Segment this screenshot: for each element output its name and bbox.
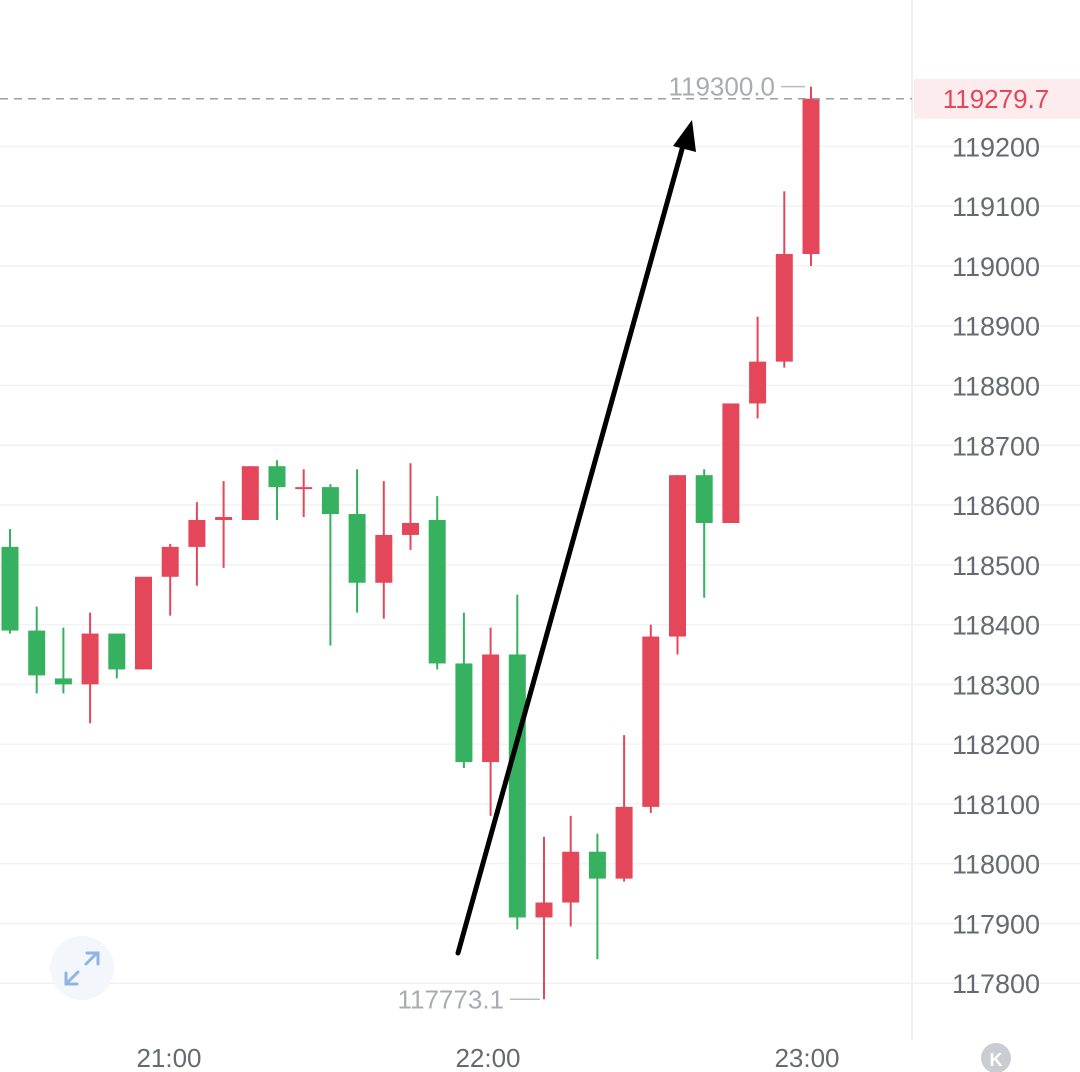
time-axis-ticks: 21:00 22:00 23:00	[136, 1043, 839, 1072]
candle	[642, 624, 660, 813]
candle-body	[1, 546, 19, 631]
expand-arrows-icon	[64, 951, 100, 986]
y-tick-label: 118100	[952, 790, 1040, 820]
low-price-label: 117773.1	[397, 984, 504, 1014]
y-tick-label: 118300	[952, 670, 1040, 700]
candle	[482, 627, 500, 816]
candle-body	[135, 576, 152, 670]
y-tick-label: 118700	[952, 431, 1040, 461]
candle	[375, 481, 393, 619]
candle	[775, 191, 793, 368]
candle	[268, 460, 286, 520]
logo-text: K	[990, 1050, 1003, 1070]
candle	[749, 316, 767, 419]
x-tick-label: 21:00	[136, 1043, 201, 1072]
candle	[135, 576, 152, 670]
candle	[669, 475, 686, 655]
candle-body	[54, 678, 72, 685]
y-tick-label: 118000	[952, 850, 1040, 880]
y-tick-label: 117900	[952, 909, 1040, 939]
trend-arrow-head	[673, 120, 696, 152]
price-axis-panel	[912, 0, 1080, 1072]
candle	[455, 612, 473, 769]
candle-body	[669, 475, 686, 637]
candle-body	[642, 636, 660, 807]
y-tick-label: 117800	[952, 969, 1040, 999]
current-price-label: 119279.7	[943, 84, 1050, 114]
candle-body	[295, 487, 313, 490]
candle-body	[775, 254, 793, 362]
candle	[188, 502, 206, 586]
candle-body	[508, 654, 526, 918]
candle	[295, 469, 313, 518]
candle-body	[588, 851, 606, 879]
candle-body	[241, 466, 259, 520]
candle	[802, 86, 820, 266]
x-tick-label: 22:00	[455, 1043, 520, 1072]
candles	[1, 86, 820, 1000]
trend-arrow-shaft	[455, 139, 687, 956]
y-tick-label: 118400	[952, 611, 1040, 641]
candle-body	[321, 487, 339, 515]
candle-body	[28, 630, 46, 676]
candle	[402, 463, 419, 550]
y-tick-label: 119000	[952, 252, 1040, 282]
candle-body	[802, 98, 820, 255]
candle	[428, 496, 446, 670]
trend-arrow	[455, 120, 696, 956]
candle	[562, 815, 580, 927]
y-tick-label: 118600	[952, 491, 1040, 521]
candle-body	[188, 520, 206, 547]
y-tick-label: 119200	[952, 132, 1040, 162]
candle	[241, 466, 259, 520]
candle	[348, 469, 366, 613]
y-tick-label: 118500	[952, 551, 1040, 581]
candle-body	[161, 546, 179, 577]
candle	[81, 612, 99, 724]
candle-body	[215, 517, 233, 520]
candle-body	[562, 851, 580, 903]
candle	[108, 633, 126, 679]
candle	[535, 836, 553, 1000]
candle	[615, 735, 633, 882]
price-axis-ticks: 117800 117900 118000 118100 118200 118300 1184…	[952, 132, 1040, 999]
candle-body	[268, 466, 286, 488]
candle	[28, 606, 46, 694]
candle	[1, 528, 19, 634]
candle	[54, 627, 72, 694]
y-tick-label: 118900	[952, 312, 1040, 342]
candle-body	[81, 633, 99, 685]
y-tick-label: 118800	[952, 372, 1040, 402]
candle	[321, 484, 339, 646]
candle-body	[535, 902, 553, 918]
candle-body	[108, 633, 126, 670]
expand-button[interactable]	[50, 936, 114, 1000]
candle-body	[348, 514, 366, 583]
candle-body	[722, 403, 740, 523]
current-price-tag	[914, 78, 1080, 119]
candle-body	[402, 522, 419, 535]
expand-button-bg[interactable]	[50, 936, 114, 1000]
grid-lines	[0, 145, 1080, 984]
candle-body	[428, 520, 446, 664]
candle-body	[455, 663, 473, 763]
high-price-label: 119300.0	[668, 72, 775, 102]
x-tick-label: 23:00	[774, 1043, 839, 1072]
candle	[215, 481, 233, 568]
k-logo-icon: K	[981, 1043, 1011, 1072]
candle	[722, 403, 740, 523]
candle	[695, 469, 713, 598]
y-tick-label: 119100	[952, 192, 1040, 222]
candle-body	[482, 654, 500, 763]
candle-body	[749, 361, 767, 404]
candle	[588, 833, 606, 960]
candle-body	[375, 534, 393, 583]
candle-body	[695, 475, 713, 523]
candle	[161, 543, 179, 616]
candle-body	[615, 806, 633, 879]
y-tick-label: 118200	[952, 730, 1040, 760]
